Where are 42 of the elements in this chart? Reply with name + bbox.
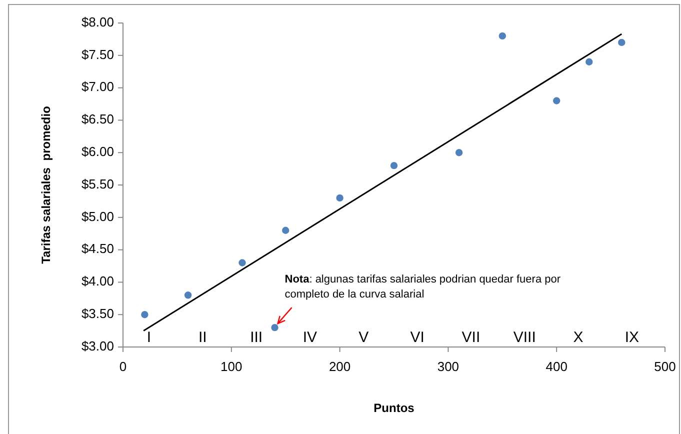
point: [238, 259, 246, 266]
y-tick-label: $8.00: [81, 14, 114, 30]
y-tick-label: $3.00: [81, 338, 114, 354]
y-tick-label: $6.00: [81, 144, 114, 160]
y-tick-label: $5.50: [81, 176, 114, 192]
x-axis-title: Puntos: [374, 401, 415, 415]
annotation: II: [198, 328, 207, 346]
annotation: III: [250, 328, 263, 346]
annotation: I: [146, 328, 152, 346]
annotation: Nota: algunas tarifas salariales podrian quedar fuera por completo de la curva salarial: [284, 274, 561, 301]
x-tick-label: 500: [654, 359, 676, 374]
annotation: VIII: [513, 328, 536, 346]
point: [390, 162, 398, 170]
point: [282, 226, 290, 234]
y-tick-label: $7.50: [81, 46, 114, 62]
annotation: IX: [624, 328, 640, 346]
annotation: VI: [410, 328, 424, 346]
y-tick-label: $5.00: [81, 208, 114, 224]
x-tick-label: 300: [437, 359, 460, 374]
point: [184, 292, 192, 299]
point: [553, 97, 560, 104]
y-tick-label: $4.00: [81, 274, 114, 289]
x-tick-label: 200: [328, 359, 351, 374]
annotation: V: [358, 328, 369, 346]
x-tick-label: 0: [119, 359, 127, 374]
y-tick-label: $3.50: [81, 306, 114, 322]
y-tick-label: $4.50: [81, 241, 114, 256]
annotation: X: [573, 328, 584, 346]
annotation: IV: [302, 328, 318, 346]
y-axis-title: Tarifas salariales promedio: [39, 106, 53, 264]
point: [455, 149, 463, 156]
point: [586, 58, 593, 66]
y-tick-label: $6.50: [81, 112, 114, 127]
point: [336, 194, 344, 202]
point: [271, 324, 278, 332]
x-tick-label: 400: [546, 359, 568, 374]
x-tick-label: 100: [220, 359, 242, 374]
point: [141, 311, 148, 318]
point: [618, 38, 626, 46]
point: [498, 32, 506, 40]
annotation: VII: [462, 328, 480, 346]
y-tick-label: $7.00: [81, 79, 114, 94]
